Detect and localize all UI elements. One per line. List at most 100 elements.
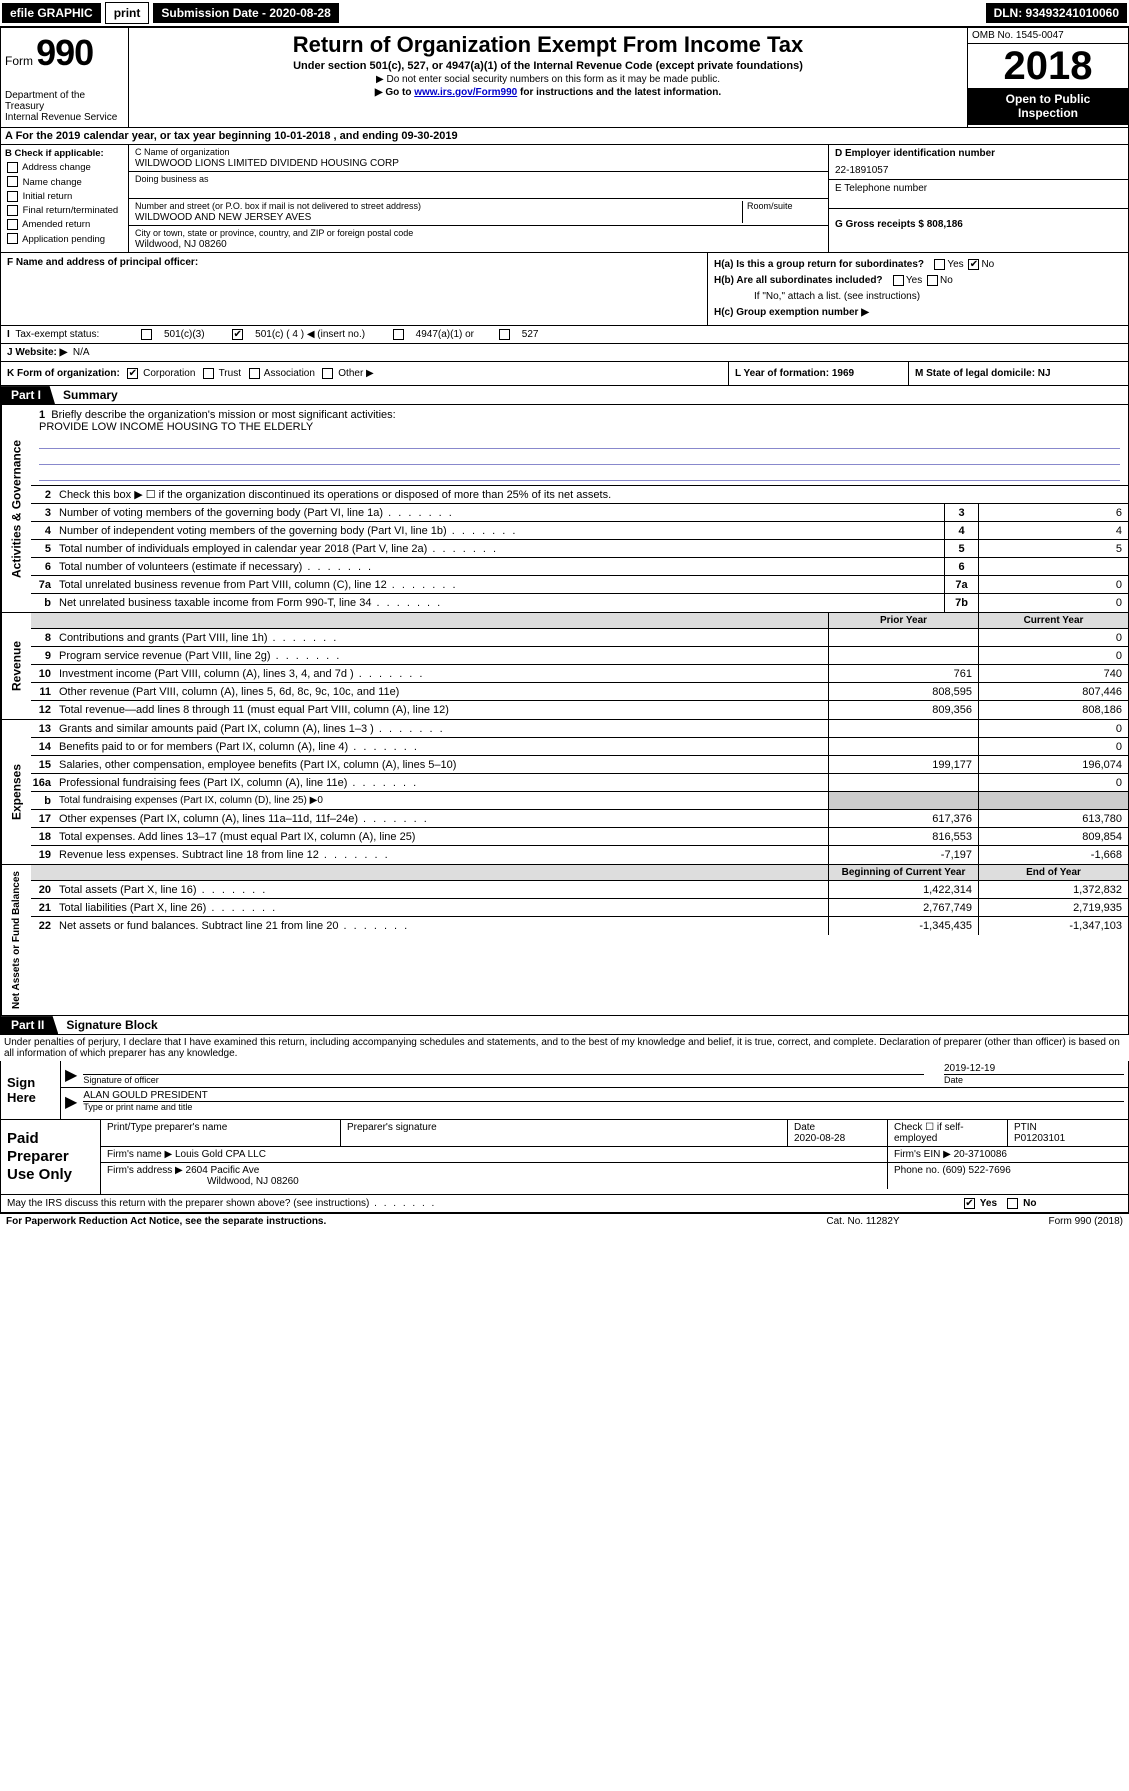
state-domicile: M State of legal domicile: NJ bbox=[915, 368, 1051, 379]
hb-note: If "No," attach a list. (see instruction… bbox=[714, 289, 1122, 305]
firm-name-lbl: Firm's name ▶ bbox=[107, 1149, 172, 1160]
l2: Check this box ▶ ☐ if the organization d… bbox=[55, 487, 1128, 502]
chk-final[interactable] bbox=[7, 205, 18, 216]
hdr-end: End of Year bbox=[978, 865, 1128, 880]
chk-4947[interactable] bbox=[393, 329, 404, 340]
sign-block: Sign Here ▶ Signature of officer 2019-12… bbox=[0, 1061, 1129, 1120]
subtitle-1: Under section 501(c), 527, or 4947(a)(1)… bbox=[137, 60, 959, 72]
firm-addr-val2: Wildwood, NJ 08260 bbox=[107, 1176, 299, 1187]
chk-501c3[interactable] bbox=[141, 329, 152, 340]
l21: Total liabilities (Part X, line 26) bbox=[55, 901, 828, 915]
room-label: Room/suite bbox=[747, 201, 822, 211]
c17: 613,780 bbox=[978, 810, 1128, 827]
subtitle-2: ▶ Do not enter social security numbers o… bbox=[137, 74, 959, 85]
chk-ha-yes[interactable] bbox=[934, 259, 945, 270]
bottom-line: For Paperwork Reduction Act Notice, see … bbox=[0, 1213, 1129, 1229]
chk-corp[interactable] bbox=[127, 368, 138, 379]
prep-sig-hdr: Preparer's signature bbox=[341, 1120, 788, 1146]
website-value: N/A bbox=[73, 347, 90, 358]
summary-exp: Expenses 13Grants and similar amounts pa… bbox=[0, 720, 1129, 865]
chk-discuss-yes[interactable] bbox=[964, 1198, 975, 1209]
p18: 816,553 bbox=[828, 828, 978, 845]
paid-preparer-block: Paid Preparer Use Only Print/Type prepar… bbox=[0, 1120, 1129, 1195]
discuss-q: May the IRS discuss this return with the… bbox=[7, 1198, 962, 1209]
tax-status-label: Tax-exempt status: bbox=[15, 329, 99, 340]
l16a: Professional fundraising fees (Part IX, … bbox=[55, 776, 828, 790]
c16b bbox=[978, 792, 1128, 809]
firm-addr-lbl: Firm's address ▶ bbox=[107, 1165, 183, 1176]
penalty-text: Under penalties of perjury, I declare th… bbox=[0, 1035, 1129, 1061]
part2-tab: Part II bbox=[1, 1016, 58, 1034]
omb-number: OMB No. 1545-0047 bbox=[968, 28, 1128, 44]
l6: Total number of volunteers (estimate if … bbox=[55, 560, 944, 574]
hb-text: H(b) Are all subordinates included? bbox=[714, 275, 883, 286]
chk-hb-yes[interactable] bbox=[893, 275, 904, 286]
row-f-h: F Name and address of principal officer:… bbox=[0, 253, 1129, 326]
sign-here-label: Sign Here bbox=[1, 1061, 61, 1119]
p8 bbox=[828, 629, 978, 646]
form990-link[interactable]: www.irs.gov/Form990 bbox=[414, 87, 517, 98]
chk-assoc[interactable] bbox=[249, 368, 260, 379]
prep-date-hdr: Date bbox=[794, 1122, 815, 1133]
paid-label: Paid Preparer Use Only bbox=[1, 1120, 101, 1194]
prep-selfemp: Check ☐ if self-employed bbox=[888, 1120, 1008, 1146]
c20: 1,372,832 bbox=[978, 881, 1128, 898]
chk-initial[interactable] bbox=[7, 191, 18, 202]
p12: 809,356 bbox=[828, 701, 978, 719]
c15: 196,074 bbox=[978, 756, 1128, 773]
city-label: City or town, state or province, country… bbox=[135, 228, 822, 238]
p16a bbox=[828, 774, 978, 791]
part2-title: Signature Block bbox=[58, 1018, 157, 1032]
opt-4947: 4947(a)(1) or bbox=[416, 329, 474, 340]
p16b bbox=[828, 792, 978, 809]
chk-other[interactable] bbox=[322, 368, 333, 379]
c12: 808,186 bbox=[978, 701, 1128, 719]
addr-label: Number and street (or P.O. box if mail i… bbox=[135, 201, 742, 211]
ha-line: H(a) Is this a group return for subordin… bbox=[714, 257, 1122, 273]
yes-label: Yes bbox=[980, 1198, 997, 1209]
top-toolbar: efile GRAPHIC print Submission Date - 20… bbox=[0, 0, 1129, 27]
prep-name-hdr: Print/Type preparer's name bbox=[101, 1120, 341, 1146]
form-footer: Form 990 (2018) bbox=[963, 1216, 1123, 1227]
chk-trust[interactable] bbox=[203, 368, 214, 379]
hb-line: H(b) Are all subordinates included? Yes … bbox=[714, 273, 1122, 289]
officer-name-label: Type or print name and title bbox=[83, 1101, 1124, 1112]
v7b: 0 bbox=[978, 594, 1128, 612]
l14: Benefits paid to or for members (Part IX… bbox=[55, 740, 828, 754]
lbl-final: Final return/terminated bbox=[23, 205, 119, 216]
l11: Other revenue (Part VIII, column (A), li… bbox=[55, 685, 828, 699]
lbl-name-change: Name change bbox=[23, 177, 82, 188]
arrow-icon: ▶ bbox=[65, 1065, 77, 1085]
chk-hb-no[interactable] bbox=[927, 275, 938, 286]
tax-year: 2018 bbox=[968, 44, 1128, 88]
chk-501c[interactable] bbox=[232, 329, 243, 340]
officer-name: ALAN GOULD PRESIDENT bbox=[83, 1090, 1124, 1101]
chk-address[interactable] bbox=[7, 162, 18, 173]
opt-other: Other ▶ bbox=[338, 368, 373, 379]
chk-discuss-no[interactable] bbox=[1007, 1198, 1018, 1209]
prep-date-val: 2020-08-28 bbox=[794, 1133, 845, 1144]
summary-gov: Activities & Governance 1 Briefly descri… bbox=[0, 405, 1129, 613]
l10: Investment income (Part VIII, column (A)… bbox=[55, 667, 828, 681]
p11: 808,595 bbox=[828, 683, 978, 700]
chk-pending[interactable] bbox=[7, 233, 18, 244]
chk-name[interactable] bbox=[7, 176, 18, 187]
part1-title: Summary bbox=[55, 388, 118, 402]
l22: Net assets or fund balances. Subtract li… bbox=[55, 919, 828, 933]
form-number-cell: Form 990 Department of the Treasury Inte… bbox=[1, 28, 129, 127]
chk-ha-no[interactable] bbox=[968, 259, 979, 270]
submission-date-label: Submission Date - 2020-08-28 bbox=[153, 3, 338, 23]
print-button[interactable]: print bbox=[105, 2, 150, 24]
form-org-label: K Form of organization: bbox=[7, 368, 120, 379]
l1-label: Briefly describe the organization's miss… bbox=[51, 409, 395, 421]
irs-label: Internal Revenue Service bbox=[5, 112, 124, 123]
dln-label: DLN: 93493241010060 bbox=[986, 3, 1127, 23]
p22: -1,345,435 bbox=[828, 917, 978, 935]
l19: Revenue less expenses. Subtract line 18 … bbox=[55, 848, 828, 862]
col-b-checkboxes: B Check if applicable: Address change Na… bbox=[1, 145, 129, 252]
chk-amended[interactable] bbox=[7, 219, 18, 230]
lbl-initial: Initial return bbox=[23, 191, 73, 202]
ha-text: H(a) Is this a group return for subordin… bbox=[714, 259, 924, 270]
city-value: Wildwood, NJ 08260 bbox=[135, 239, 822, 250]
chk-527[interactable] bbox=[499, 329, 510, 340]
